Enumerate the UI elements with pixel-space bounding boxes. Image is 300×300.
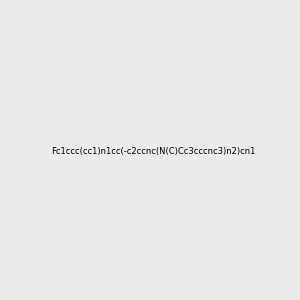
Text: Fc1ccc(cc1)n1cc(-c2ccnc(N(C)Cc3cccnc3)n2)cn1: Fc1ccc(cc1)n1cc(-c2ccnc(N(C)Cc3cccnc3)n2… [52,147,256,156]
